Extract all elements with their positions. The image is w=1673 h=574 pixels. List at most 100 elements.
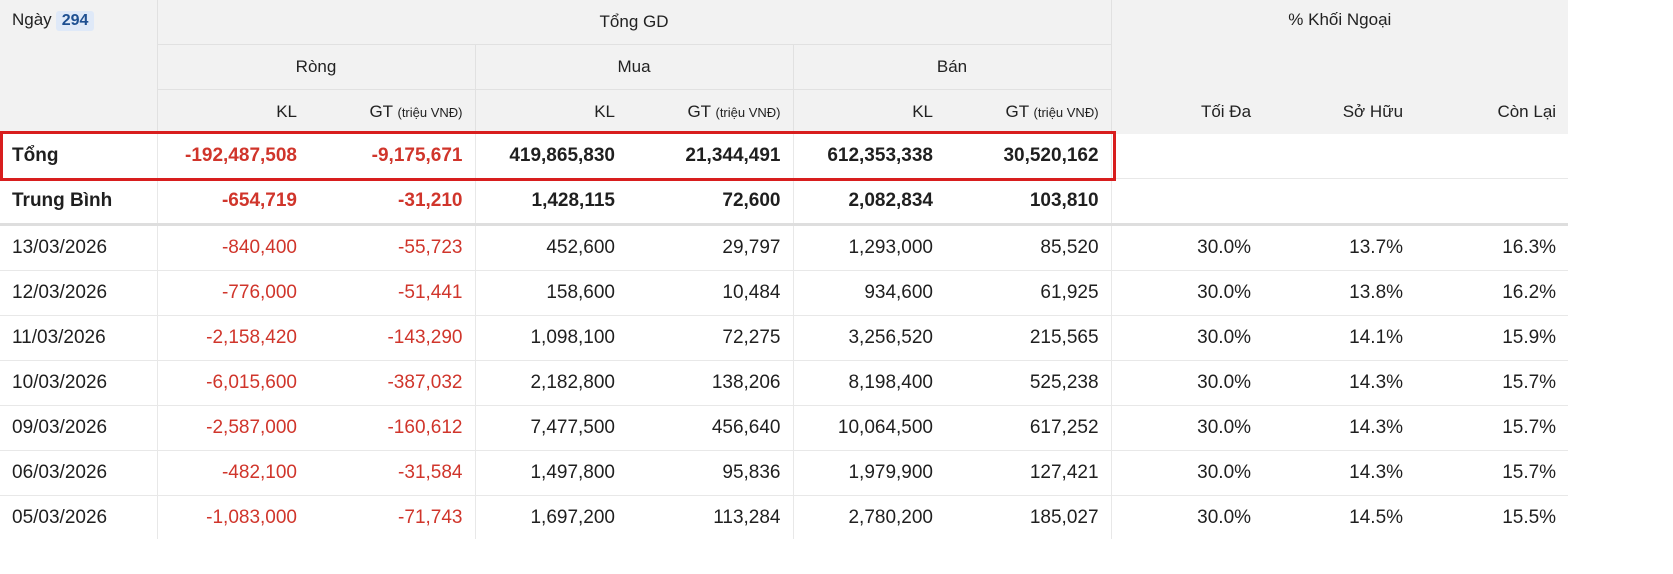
- foreign-remaining-cell: 15.7%: [1415, 450, 1568, 496]
- buy-value-cell: 72,275: [627, 315, 793, 361]
- summary-label: Trung Bình: [0, 178, 157, 226]
- net-value-header[interactable]: GT (triệu VNĐ): [309, 89, 475, 134]
- max-foreign-cell: 30.0%: [1110, 360, 1264, 406]
- sell-value-header-unit: (triệu VNĐ): [1033, 105, 1099, 120]
- buy-subgroup-header: Mua: [474, 44, 793, 90]
- foreign-remaining-cell: 15.7%: [1415, 360, 1568, 406]
- date-cell: 12/03/2026: [0, 270, 157, 316]
- date-cell: 06/03/2026: [0, 450, 157, 496]
- empty-cell: [1415, 134, 1568, 179]
- sell-value-cell: 617,252: [945, 405, 1112, 451]
- net-value-cell: -31,210: [309, 178, 475, 226]
- table-row[interactable]: 13/03/2026 -840,400 -55,723 452,600 29,7…: [0, 224, 1568, 271]
- sell-volume-cell: 8,198,400: [792, 360, 945, 406]
- buy-value-cell: 456,640: [627, 405, 793, 451]
- date-header-label: Ngày: [12, 10, 52, 29]
- net-volume-cell: -2,158,420: [156, 315, 309, 361]
- foreign-trading-table: Ngày 294 Tổng GD % Khối Ngoại Ròng Mua Bá…: [0, 0, 1568, 539]
- sell-value-header[interactable]: GT (triệu VNĐ): [945, 89, 1112, 134]
- empty-cell: [1263, 134, 1416, 179]
- table-row[interactable]: 06/03/2026 -482,100 -31,584 1,497,800 95…: [0, 450, 1568, 496]
- sell-value-cell: 30,520,162: [945, 134, 1112, 179]
- buy-value-cell: 10,484: [627, 270, 793, 316]
- net-volume-cell: -654,719: [156, 178, 309, 226]
- max-foreign-cell: 30.0%: [1110, 495, 1264, 539]
- foreign-owned-header[interactable]: Sở Hữu: [1263, 89, 1416, 134]
- sell-value-cell: 525,238: [945, 360, 1112, 406]
- max-foreign-cell: 30.0%: [1110, 315, 1264, 361]
- date-cell: 10/03/2026: [0, 360, 157, 406]
- net-value-cell: -387,032: [309, 360, 475, 406]
- date-column-header[interactable]: Ngày 294: [0, 0, 157, 134]
- net-volume-cell: -2,587,000: [156, 405, 309, 451]
- sell-volume-cell: 934,600: [792, 270, 945, 316]
- buy-volume-cell: 158,600: [474, 270, 627, 316]
- total-trading-group-header: Tổng GD: [156, 0, 1112, 45]
- sell-volume-header[interactable]: KL: [792, 89, 945, 134]
- sell-value-cell: 85,520: [945, 224, 1112, 271]
- foreign-owned-cell: 14.5%: [1263, 495, 1416, 539]
- foreign-remaining-cell: 16.2%: [1415, 270, 1568, 316]
- net-volume-cell: -482,100: [156, 450, 309, 496]
- table-row[interactable]: 12/03/2026 -776,000 -51,441 158,600 10,4…: [0, 270, 1568, 316]
- sell-subgroup-header: Bán: [792, 44, 1112, 90]
- buy-volume-cell: 419,865,830: [474, 134, 627, 179]
- net-volume-cell: -1,083,000: [156, 495, 309, 539]
- net-volume-cell: -776,000: [156, 270, 309, 316]
- sell-volume-cell: 10,064,500: [792, 405, 945, 451]
- net-value-cell: -9,175,671: [309, 134, 475, 179]
- buy-volume-cell: 1,428,115: [474, 178, 627, 226]
- table-row[interactable]: 05/03/2026 -1,083,000 -71,743 1,697,200 …: [0, 495, 1568, 539]
- date-cell: 11/03/2026: [0, 315, 157, 361]
- total-row: Tổng -192,487,508 -9,175,671 419,865,830…: [0, 134, 1568, 179]
- max-foreign-cell: 30.0%: [1110, 224, 1264, 271]
- summary-label: Tổng: [0, 134, 157, 179]
- buy-volume-cell: 1,098,100: [474, 315, 627, 361]
- net-value-cell: -143,290: [309, 315, 475, 361]
- net-volume-cell: -6,015,600: [156, 360, 309, 406]
- empty-cell: [1263, 178, 1416, 226]
- table-row[interactable]: 11/03/2026 -2,158,420 -143,290 1,098,100…: [0, 315, 1568, 361]
- net-value-cell: -55,723: [309, 224, 475, 271]
- table-row[interactable]: 09/03/2026 -2,587,000 -160,612 7,477,500…: [0, 405, 1568, 451]
- sell-value-cell: 185,027: [945, 495, 1112, 539]
- buy-value-cell: 95,836: [627, 450, 793, 496]
- buy-value-header[interactable]: GT (triệu VNĐ): [627, 89, 793, 134]
- sell-value-header-label: GT: [1005, 102, 1029, 121]
- max-foreign-cell: 30.0%: [1110, 270, 1264, 316]
- empty-cell: [1110, 178, 1264, 226]
- empty-cell: [1415, 178, 1568, 226]
- foreign-owned-cell: 14.3%: [1263, 405, 1416, 451]
- foreign-ownership-group-header: % Khối Ngoại: [1110, 0, 1568, 90]
- sell-volume-cell: 1,293,000: [792, 224, 945, 271]
- sell-value-cell: 127,421: [945, 450, 1112, 496]
- foreign-remaining-header[interactable]: Còn Lại: [1415, 89, 1568, 134]
- average-row: Trung Bình -654,719 -31,210 1,428,115 72…: [0, 178, 1568, 226]
- max-foreign-header[interactable]: Tối Đa: [1110, 89, 1264, 134]
- buy-volume-header[interactable]: KL: [474, 89, 627, 134]
- net-value-header-unit: (triệu VNĐ): [397, 105, 463, 120]
- net-volume-header[interactable]: KL: [156, 89, 309, 134]
- table-row[interactable]: 10/03/2026 -6,015,600 -387,032 2,182,800…: [0, 360, 1568, 406]
- sell-volume-cell: 3,256,520: [792, 315, 945, 361]
- net-value-cell: -160,612: [309, 405, 475, 451]
- foreign-remaining-cell: 16.3%: [1415, 224, 1568, 271]
- date-cell: 05/03/2026: [0, 495, 157, 539]
- foreign-owned-cell: 14.3%: [1263, 450, 1416, 496]
- buy-volume-cell: 452,600: [474, 224, 627, 271]
- buy-value-header-unit: (triệu VNĐ): [715, 105, 781, 120]
- max-foreign-cell: 30.0%: [1110, 450, 1264, 496]
- buy-value-cell: 113,284: [627, 495, 793, 539]
- net-value-cell: -31,584: [309, 450, 475, 496]
- foreign-owned-cell: 13.8%: [1263, 270, 1416, 316]
- sell-value-cell: 61,925: [945, 270, 1112, 316]
- buy-value-header-label: GT: [687, 102, 711, 121]
- date-cell: 09/03/2026: [0, 405, 157, 451]
- net-value-cell: -71,743: [309, 495, 475, 539]
- sell-volume-cell: 2,082,834: [792, 178, 945, 226]
- sell-volume-cell: 2,780,200: [792, 495, 945, 539]
- buy-value-cell: 138,206: [627, 360, 793, 406]
- net-value-cell: -51,441: [309, 270, 475, 316]
- buy-value-cell: 21,344,491: [627, 134, 793, 179]
- empty-cell: [1110, 134, 1264, 179]
